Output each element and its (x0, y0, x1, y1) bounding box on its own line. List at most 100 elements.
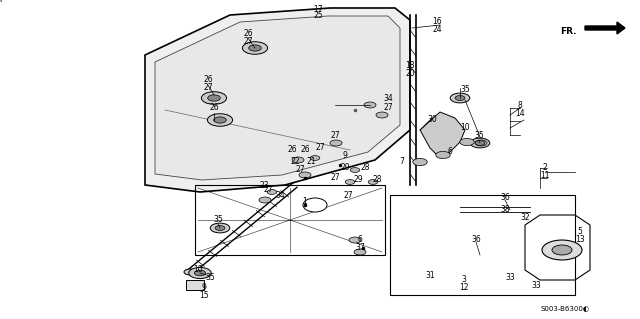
Circle shape (208, 95, 220, 101)
Circle shape (475, 141, 485, 145)
Ellipse shape (303, 198, 327, 212)
Bar (390, 195, 575, 295)
Text: 34: 34 (383, 93, 393, 102)
Text: 27: 27 (243, 36, 253, 46)
Text: FR.: FR. (561, 27, 577, 36)
Text: 27: 27 (315, 144, 325, 152)
Circle shape (349, 237, 361, 243)
Text: 38: 38 (500, 205, 510, 214)
Bar (186, 280, 204, 290)
Text: 23: 23 (259, 181, 269, 189)
Text: 24: 24 (432, 25, 442, 33)
Bar (0, 0, 1, 1)
Polygon shape (420, 112, 465, 158)
Text: 9: 9 (342, 151, 348, 160)
Text: 8: 8 (518, 100, 522, 109)
Circle shape (436, 152, 450, 159)
Circle shape (189, 267, 211, 278)
Text: 34: 34 (275, 190, 285, 199)
Text: 17: 17 (313, 4, 323, 13)
Text: 11: 11 (540, 172, 550, 181)
Text: 9: 9 (202, 284, 207, 293)
Text: S003-B6300◐: S003-B6300◐ (541, 305, 589, 311)
Circle shape (364, 102, 376, 108)
Text: 29: 29 (340, 164, 350, 173)
Text: 32: 32 (520, 213, 530, 222)
Polygon shape (145, 8, 410, 192)
Text: 35: 35 (213, 216, 223, 225)
Text: 33: 33 (505, 273, 515, 283)
Circle shape (552, 245, 572, 255)
Circle shape (310, 156, 320, 160)
Text: 28: 28 (360, 164, 370, 173)
Circle shape (259, 197, 271, 203)
Text: 26: 26 (209, 103, 219, 113)
Text: 30: 30 (427, 115, 437, 124)
Text: 36: 36 (471, 235, 481, 244)
Text: 27: 27 (383, 102, 393, 112)
Text: 5: 5 (577, 227, 582, 236)
Text: 27: 27 (263, 186, 273, 195)
Polygon shape (155, 16, 400, 180)
Text: 18: 18 (405, 62, 415, 70)
Text: 35: 35 (474, 131, 484, 140)
Text: 16: 16 (432, 18, 442, 26)
Circle shape (470, 138, 490, 148)
Circle shape (215, 226, 225, 230)
Circle shape (249, 45, 261, 51)
Circle shape (350, 167, 360, 172)
Circle shape (292, 157, 304, 163)
Text: 21: 21 (307, 158, 316, 167)
Text: 10: 10 (193, 265, 203, 275)
Circle shape (354, 249, 366, 255)
Text: 13: 13 (575, 235, 585, 244)
Text: 22: 22 (291, 158, 300, 167)
Text: 29: 29 (353, 175, 363, 184)
Text: 27: 27 (295, 166, 305, 174)
Text: 26: 26 (300, 145, 310, 154)
Text: 33: 33 (531, 280, 541, 290)
Text: 35: 35 (460, 85, 470, 94)
Circle shape (207, 114, 232, 126)
Text: 20: 20 (405, 70, 415, 78)
Circle shape (268, 189, 277, 194)
Bar (195, 185, 385, 255)
Circle shape (413, 159, 428, 166)
Circle shape (214, 117, 227, 123)
Text: 15: 15 (199, 292, 209, 300)
Circle shape (299, 172, 311, 178)
Circle shape (455, 96, 465, 100)
Circle shape (345, 180, 355, 184)
Text: 10: 10 (460, 123, 470, 132)
Circle shape (460, 138, 474, 145)
Circle shape (195, 270, 205, 276)
Circle shape (210, 223, 230, 233)
Circle shape (330, 140, 342, 146)
Text: 27: 27 (203, 84, 213, 93)
Text: 35: 35 (205, 273, 215, 283)
Text: 1: 1 (303, 197, 307, 206)
Text: 31: 31 (425, 271, 435, 279)
Text: 14: 14 (515, 108, 525, 117)
Circle shape (475, 140, 487, 146)
Text: 26: 26 (287, 145, 297, 154)
Circle shape (243, 42, 268, 54)
Text: 27: 27 (330, 174, 340, 182)
Text: 27: 27 (343, 190, 353, 199)
Text: 6: 6 (447, 147, 452, 157)
Text: 36: 36 (500, 194, 510, 203)
Circle shape (450, 93, 470, 103)
Text: 2: 2 (543, 164, 547, 173)
Circle shape (542, 240, 582, 260)
Text: 6: 6 (358, 235, 362, 244)
Text: 37: 37 (355, 243, 365, 253)
Text: 3: 3 (461, 276, 467, 285)
Text: 26: 26 (243, 28, 253, 38)
Text: 26: 26 (203, 76, 213, 85)
Text: 28: 28 (372, 175, 381, 184)
Text: 12: 12 (460, 284, 468, 293)
Polygon shape (585, 22, 625, 34)
Circle shape (368, 180, 378, 184)
Text: 7: 7 (399, 158, 404, 167)
Circle shape (376, 112, 388, 118)
